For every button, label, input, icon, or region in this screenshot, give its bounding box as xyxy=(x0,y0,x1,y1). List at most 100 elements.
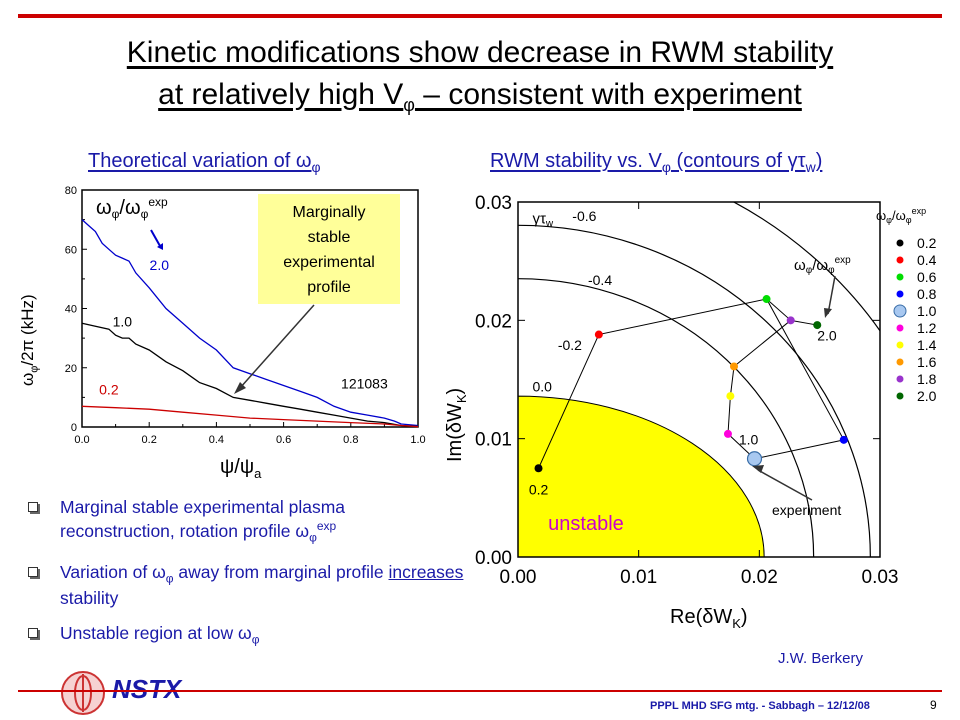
ratio-curve-label: ωφ/ωφexp xyxy=(794,255,851,276)
contour-line xyxy=(732,202,880,333)
bullet-box xyxy=(28,502,38,512)
legend-label-1.6: 1.6 xyxy=(917,354,937,370)
x-tick-label: 0.0 xyxy=(74,434,89,446)
series-0.2-label: 0.2 xyxy=(99,381,119,397)
right-panel-title: RWM stability vs. Vφ (contours of γτw) xyxy=(490,150,823,175)
ratio-legend: 0.20.40.60.81.01.21.41.61.82.0 xyxy=(893,235,937,404)
point-0.8 xyxy=(839,435,848,444)
legend-marker-1.6 xyxy=(896,358,904,366)
marginal-note-box xyxy=(258,194,400,304)
series-2.0-label: 2.0 xyxy=(150,257,170,273)
ratio-curve-arrow xyxy=(827,275,836,315)
point-1.4 xyxy=(726,392,735,401)
y-tick-label: 0.02 xyxy=(475,311,512,332)
legend-arrow-head xyxy=(157,243,163,250)
contour-label: -0.4 xyxy=(588,272,612,288)
contour-quantity-label: γτw xyxy=(532,210,553,229)
point-1.8 xyxy=(786,316,795,325)
shot-number: 121083 xyxy=(341,375,388,391)
y-tick-label: 60 xyxy=(65,244,77,256)
legend-label-0.6: 0.6 xyxy=(917,269,937,285)
point-0.2 xyxy=(534,464,543,473)
series-2.0-line xyxy=(81,219,419,427)
contour-line xyxy=(518,224,871,557)
left-y-axis-label: ωφ/2π (kHz) xyxy=(18,294,41,386)
right-x-axis-label: Re(δWK) xyxy=(670,606,748,631)
left-panel-title: Theoretical variation of ωφ xyxy=(88,150,321,175)
top-rule xyxy=(18,14,942,18)
point-label-2.0: 2.0 xyxy=(817,327,837,343)
contour-label: 0.0 xyxy=(532,378,552,394)
point-0.6 xyxy=(762,295,771,304)
legend-title: ωφ/ωφexp xyxy=(876,206,926,225)
legend-label-1.2: 1.2 xyxy=(917,320,937,336)
y-tick-label: 0.00 xyxy=(475,548,512,569)
unstable-label: unstable xyxy=(548,513,624,535)
y-tick-label: 0.03 xyxy=(475,193,512,214)
x-tick-label: 0.00 xyxy=(500,567,537,588)
plot-frame xyxy=(517,201,881,558)
title-line-2: at relatively high Vφ – consistent with … xyxy=(158,78,802,115)
title-line-1: Kinetic modifications show decrease in R… xyxy=(126,36,834,69)
point-1.6 xyxy=(729,362,738,371)
legend-label-1.0: 1.0 xyxy=(917,303,937,319)
author-credit: J.W. Berkery xyxy=(778,650,864,667)
bullet-list: Marginal stable experimental plasma reco… xyxy=(24,497,464,665)
bullet-2: Variation of ωφ away from marginal profi… xyxy=(24,563,464,608)
experiment-label: experiment xyxy=(772,502,841,518)
point-0.4 xyxy=(594,330,603,339)
legend-label-0.2: 0.2 xyxy=(917,235,937,251)
series-0.2-line xyxy=(81,405,419,428)
bullet-box xyxy=(28,567,38,578)
x-tick-label: 0.2 xyxy=(142,434,157,446)
point-label-1.0: 1.0 xyxy=(739,432,759,448)
bullet-1: Marginal stable experimental plasma reco… xyxy=(24,497,464,547)
rotation-profile-chart: 0.0 0.2 0.4 0.6 0.8 1.0 0 20 40 60 80 2.0 1.0 0.2 1210… xyxy=(65,185,426,446)
legend-label-2.0: 2.0 xyxy=(917,388,937,404)
series-1.0-label: 1.0 xyxy=(113,313,133,329)
y-tick-label: 0.01 xyxy=(475,430,512,451)
experiment-arrow-head xyxy=(752,465,764,473)
nstx-logo-text: NSTX xyxy=(112,674,182,704)
legend-marker-0.6 xyxy=(896,273,904,281)
rwm-stability-chart: -0.6 -0.4 -0.2 0.0 0.00 0.01 0.02 0.03 0.00 0.01 0… xyxy=(475,193,937,588)
legend-marker-0.2 xyxy=(896,239,904,247)
bottom-rule xyxy=(18,690,942,692)
legend-marker-1.2 xyxy=(896,324,904,332)
y-tick-label: 0 xyxy=(71,422,77,434)
footer-meeting: PPPL MHD SFG mtg. - Sabbagh – 12/12/08 xyxy=(650,700,870,712)
legend-marker-0.4 xyxy=(896,256,904,264)
x-tick-label: 0.01 xyxy=(620,567,657,588)
legend-label-1.8: 1.8 xyxy=(917,371,937,387)
nstx-logo-icon xyxy=(61,671,105,715)
y-tick-label: 80 xyxy=(65,185,77,197)
x-tick-label: 0.4 xyxy=(209,434,224,446)
point-1.0 xyxy=(746,451,763,467)
rwm-stability-plot: -0.6 -0.4 -0.2 0.0 0.00 0.01 0.02 0.03 0.00 0.01 0… xyxy=(475,193,899,588)
legend-marker-1.4 xyxy=(896,341,904,349)
x-tick-label: 0.03 xyxy=(862,567,899,588)
legend-marker-1.0 xyxy=(893,304,907,318)
legend-arrow xyxy=(150,229,161,247)
series-1.0-line xyxy=(81,322,419,428)
marginal-note-arrow-head xyxy=(234,382,246,394)
ratio-curve-tail xyxy=(790,319,818,326)
legend-marker-0.8 xyxy=(896,290,904,298)
marginal-note-arrow xyxy=(239,304,315,389)
rotation-profile-plot: 0.0 0.2 0.4 0.6 0.8 1.0 0 20 40 60 80 2.0 1.0 0.2 1210… xyxy=(65,185,426,446)
ratio-curve-arrow-head xyxy=(824,308,832,318)
unstable-region xyxy=(518,395,765,557)
y-tick-label: 40 xyxy=(65,304,77,316)
point-label-0.2: 0.2 xyxy=(529,481,549,497)
ratio-curve-inner xyxy=(727,298,792,460)
marginal-note: Marginally stable experimental profile xyxy=(234,194,400,394)
x-tick-label: 0.6 xyxy=(276,434,291,446)
point-2.0 xyxy=(813,321,822,330)
legend-label-0.8: 0.8 xyxy=(917,286,937,302)
slide-title: Kinetic modifications show decrease in R… xyxy=(0,32,960,126)
bullet-box xyxy=(28,627,38,638)
page-number: 9 xyxy=(930,698,937,712)
legend-label-0.4: 0.4 xyxy=(917,252,937,268)
contour-line xyxy=(518,278,815,557)
marginal-note-text: Marginally stable experimental profile xyxy=(283,204,375,296)
